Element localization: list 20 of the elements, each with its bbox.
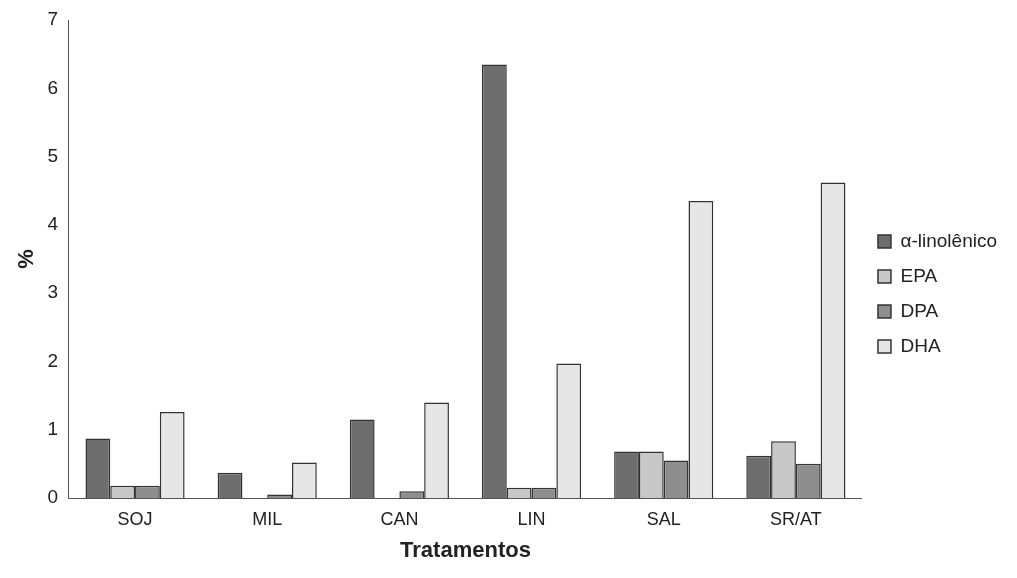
legend-label: DHA [900, 334, 941, 356]
x-tick-label: LIN [517, 508, 546, 529]
x-axis-title: Tratamentos [400, 536, 531, 562]
y-tick-label: 6 [47, 76, 58, 98]
y-tick-label: 2 [47, 349, 58, 371]
y-tick-label: 4 [47, 213, 59, 235]
y-axis-title: % [13, 249, 39, 269]
y-tick-label: 7 [47, 8, 58, 30]
x-tick-label: MIL [252, 508, 283, 529]
y-tick-label: 5 [47, 144, 58, 166]
legend-label: EPA [900, 264, 938, 286]
y-tick-label: 0 [47, 486, 58, 508]
x-tick-label: SOJ [117, 508, 153, 529]
x-tick-label: CAN [380, 508, 419, 529]
legend-label: DPA [900, 299, 939, 321]
x-tick-label: SR/AT [770, 508, 822, 529]
y-tick-label: 3 [47, 281, 58, 303]
legend-label: α-linolênico [900, 229, 997, 251]
y-tick-label: 1 [47, 417, 58, 439]
x-tick-label: SAL [646, 508, 681, 529]
